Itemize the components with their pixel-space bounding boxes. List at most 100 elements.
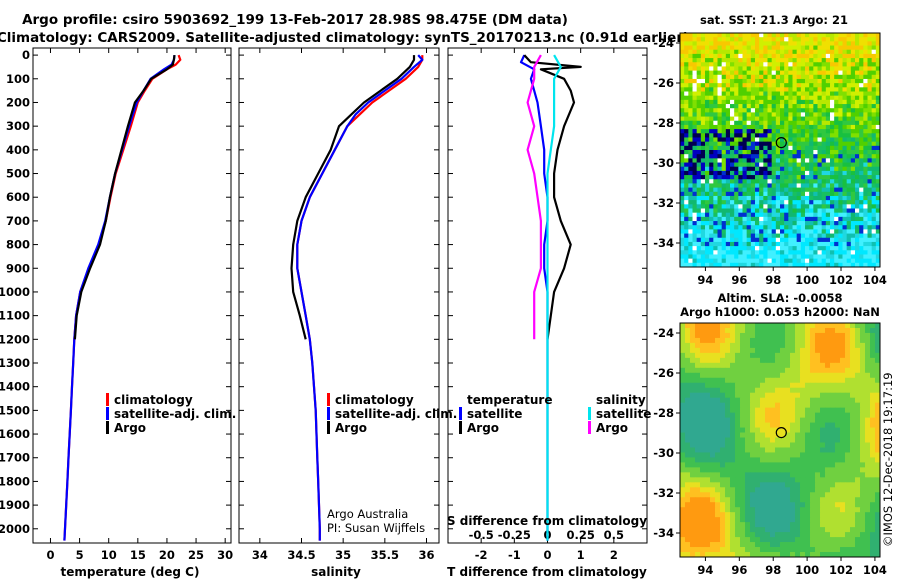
legend-argo: Argo bbox=[114, 421, 146, 435]
map-cell bbox=[821, 91, 827, 97]
map-cell bbox=[863, 262, 868, 267]
map-cell bbox=[867, 170, 873, 176]
map-cell bbox=[725, 412, 731, 418]
map-cell bbox=[725, 462, 731, 468]
map-cell bbox=[730, 33, 735, 38]
map-cell bbox=[863, 158, 868, 163]
map-cell bbox=[738, 241, 743, 247]
map-cell bbox=[810, 527, 816, 533]
map-cell bbox=[815, 442, 821, 448]
map-cell bbox=[763, 74, 768, 80]
map-cell bbox=[780, 195, 785, 201]
map-cell bbox=[721, 108, 727, 113]
map-cell bbox=[815, 482, 821, 488]
map-cell bbox=[688, 112, 693, 117]
map-cell bbox=[730, 542, 736, 548]
map-cell bbox=[755, 502, 761, 508]
map-cell bbox=[680, 372, 686, 379]
map-cell bbox=[805, 187, 810, 193]
map-cell bbox=[825, 53, 831, 59]
map-cell bbox=[835, 517, 841, 523]
map-cell bbox=[763, 154, 768, 159]
map-cell bbox=[784, 200, 789, 205]
map-cell bbox=[692, 112, 698, 117]
map-cell bbox=[871, 120, 877, 126]
legend-swatch-argo bbox=[327, 421, 330, 434]
x-tick-label: 104 bbox=[863, 273, 887, 287]
map-cell bbox=[750, 91, 756, 97]
map-cell bbox=[680, 367, 686, 374]
map-cell bbox=[834, 154, 839, 159]
map-cell bbox=[745, 552, 751, 557]
map-cell bbox=[840, 452, 846, 458]
map-cell bbox=[788, 104, 793, 109]
map-cell bbox=[780, 166, 785, 172]
map-cell bbox=[855, 95, 860, 101]
map-cell bbox=[788, 162, 793, 168]
map-cell bbox=[710, 447, 716, 453]
map-cell bbox=[730, 547, 736, 553]
map-cell bbox=[795, 342, 801, 349]
map-cell bbox=[690, 467, 696, 473]
map-cell bbox=[775, 33, 781, 38]
map-cell bbox=[755, 166, 760, 172]
map-cell bbox=[792, 195, 798, 201]
map-cell bbox=[830, 432, 836, 438]
map-cell bbox=[750, 347, 756, 354]
map-cell bbox=[855, 250, 860, 255]
map-cell bbox=[721, 221, 727, 226]
map-cell bbox=[692, 195, 698, 201]
map-cell bbox=[696, 87, 702, 92]
map-cell bbox=[825, 83, 831, 88]
map-cell bbox=[796, 183, 802, 189]
map-cell bbox=[688, 170, 693, 176]
map-cell bbox=[810, 427, 816, 433]
map-cell bbox=[790, 437, 796, 443]
map-cell bbox=[805, 221, 810, 226]
map-cell bbox=[688, 154, 693, 159]
map-cell bbox=[825, 487, 831, 493]
map-cell bbox=[788, 112, 793, 117]
map-cell bbox=[838, 191, 843, 197]
map-cell bbox=[830, 221, 835, 226]
map-cell bbox=[680, 422, 686, 428]
map-cell bbox=[730, 241, 735, 247]
map-cell bbox=[815, 497, 821, 503]
map-cell bbox=[830, 74, 835, 80]
map-cell bbox=[759, 74, 764, 80]
map-cell bbox=[860, 467, 866, 473]
map-cell bbox=[771, 154, 777, 159]
map-cell bbox=[867, 41, 873, 46]
map-cell bbox=[817, 83, 823, 88]
map-cell bbox=[805, 191, 810, 197]
map-cell bbox=[767, 221, 773, 226]
map-cell bbox=[755, 66, 760, 72]
map-cell bbox=[725, 237, 731, 243]
map-cell bbox=[688, 246, 693, 251]
map-cell bbox=[867, 87, 873, 92]
map-cell bbox=[755, 204, 760, 209]
map-cell bbox=[842, 229, 848, 234]
map-cell bbox=[767, 229, 773, 234]
map-cell bbox=[860, 432, 866, 438]
map-cell bbox=[796, 83, 802, 88]
sla-argo-position-marker bbox=[775, 427, 787, 439]
map-cell bbox=[830, 62, 835, 67]
map-cell bbox=[817, 200, 823, 205]
map-cell bbox=[842, 154, 848, 159]
map-cell bbox=[855, 66, 860, 72]
map-cell bbox=[813, 150, 818, 155]
map-cell bbox=[825, 237, 831, 243]
map-cell bbox=[870, 542, 876, 548]
map-cell bbox=[730, 166, 735, 172]
map-cell bbox=[730, 497, 736, 503]
map-cell bbox=[696, 37, 702, 42]
map-cell bbox=[855, 262, 860, 267]
s-tick-label: -0.5 bbox=[469, 528, 494, 542]
map-cell bbox=[755, 33, 760, 38]
map-cell bbox=[788, 225, 793, 230]
map-cell bbox=[813, 45, 818, 51]
map-cell bbox=[696, 83, 702, 88]
map-cell bbox=[750, 402, 756, 409]
map-cell bbox=[690, 547, 696, 553]
